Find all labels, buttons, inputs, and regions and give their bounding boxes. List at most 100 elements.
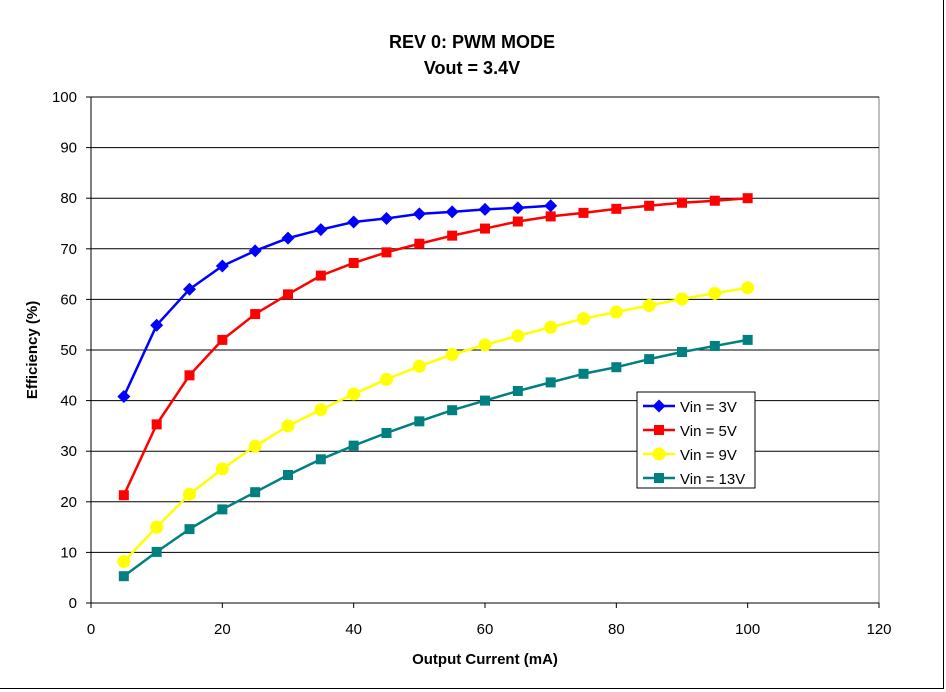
data-point-s2-11: [478, 338, 492, 352]
data-point-s2-2: [183, 487, 196, 501]
data-point-s1-14: [578, 207, 589, 218]
data-point-s1-1: [151, 419, 162, 430]
data-point-s1-16: [644, 200, 655, 211]
y-tick-label-10: 100: [52, 89, 77, 106]
data-point-s2-7: [347, 387, 361, 401]
legend-marker-0: [652, 399, 666, 413]
data-point-s3-15: [611, 362, 622, 373]
data-point-s2-5: [281, 419, 295, 433]
y-tick-label-4: 40: [60, 393, 77, 410]
data-point-s0-4: [248, 244, 262, 258]
data-point-s2-1: [150, 520, 164, 534]
data-point-s2-12: [511, 329, 525, 343]
data-point-s3-11: [480, 395, 490, 406]
x-tick-label-6: 120: [866, 621, 891, 638]
series-line-3: [123, 338, 748, 578]
chart-title: REV 0: PWM MODE: [389, 32, 555, 52]
data-point-s2-17: [675, 292, 689, 306]
data-point-s2-4: [248, 439, 262, 453]
legend-marker-1: [654, 425, 664, 435]
data-point-s1-11: [480, 223, 490, 234]
legend-marker-2: [652, 447, 666, 461]
y-tick-label-5: 50: [60, 342, 77, 359]
data-point-s3-17: [677, 347, 687, 358]
y-tick-label-8: 80: [60, 190, 77, 207]
x-tick-labels: 0 20 40 60 80 100 120: [87, 603, 892, 638]
data-point-s1-10: [447, 230, 458, 241]
series-2: [117, 281, 755, 569]
data-point-s1-0: [118, 490, 129, 501]
y-tick-label-2: 20: [60, 494, 77, 511]
legend-marker-3: [654, 473, 664, 483]
data-point-s3-8: [381, 427, 392, 438]
data-point-s1-12: [512, 216, 523, 227]
data-point-s1-15: [611, 203, 622, 214]
legend-label-3: Vin = 13V: [680, 471, 745, 488]
series-line-1: [122, 196, 748, 496]
data-point-s0-3: [215, 259, 229, 273]
x-axis-label: Output Current (mA): [412, 651, 558, 668]
y-tick-labels: 0 10 20 30 40 50 60 70 80 90 100: [52, 89, 91, 612]
y-tick-label-3: 30: [60, 443, 77, 460]
x-tick-label-4: 80: [608, 621, 625, 638]
data-point-s3-10: [447, 405, 458, 416]
data-point-s3-9: [414, 416, 425, 427]
series-1: [118, 193, 753, 501]
data-point-s3-14: [578, 368, 589, 379]
data-point-s3-4: [250, 487, 261, 498]
y-tick-label-7: 70: [60, 241, 77, 258]
x-tick-label-0: 0: [87, 621, 95, 638]
data-point-s1-4: [250, 309, 261, 320]
data-point-s3-16: [644, 354, 655, 365]
data-point-s0-9: [412, 207, 426, 221]
y-tick-label-0: 0: [69, 595, 77, 612]
data-point-s3-6: [315, 454, 326, 465]
data-point-s0-6: [314, 223, 328, 237]
data-point-s1-13: [545, 211, 556, 222]
series-0: [117, 199, 558, 404]
data-point-s2-16: [642, 298, 656, 312]
y-axis-label: Efficiency (%): [24, 301, 41, 399]
data-point-s0-5: [281, 231, 295, 245]
y-tick-label-6: 60: [60, 291, 77, 308]
chart-subtitle: Vout = 3.4V: [424, 58, 520, 78]
data-point-s3-19: [742, 334, 753, 345]
legend-label-0: Vin = 3V: [680, 399, 737, 416]
data-point-s1-17: [677, 197, 687, 208]
x-tick-label-3: 60: [477, 621, 494, 638]
data-point-s2-15: [609, 305, 623, 319]
data-point-s2-6: [314, 403, 328, 417]
data-point-s1-9: [414, 238, 425, 249]
data-point-s2-10: [445, 348, 459, 362]
series-3: [118, 334, 753, 582]
series-layer: [117, 193, 755, 582]
data-point-s3-18: [709, 340, 720, 351]
y-tick-label-1: 10: [60, 544, 77, 561]
data-point-s1-8: [381, 247, 392, 258]
data-point-s2-3: [215, 462, 229, 476]
data-point-s3-12: [512, 385, 523, 396]
data-point-s0-11: [478, 202, 492, 216]
data-point-s0-10: [445, 205, 459, 219]
data-point-s2-14: [577, 312, 590, 326]
data-point-s2-18: [708, 286, 722, 300]
data-point-s1-19: [742, 193, 753, 204]
x-tick-label-2: 40: [345, 621, 362, 638]
data-point-s0-8: [380, 211, 393, 225]
legend: Vin = 3V Vin = 5V Vin = 9V Vin = 13V: [636, 391, 756, 489]
data-point-s1-18: [709, 195, 720, 206]
x-tick-label-5: 100: [735, 621, 760, 638]
data-point-s0-0: [117, 390, 131, 404]
data-point-s3-5: [283, 469, 293, 480]
data-point-s2-9: [412, 359, 426, 373]
data-point-s0-12: [511, 201, 525, 215]
legend-label-1: Vin = 5V: [680, 423, 737, 440]
data-point-s3-2: [184, 524, 195, 535]
data-point-s1-3: [217, 334, 228, 345]
data-point-s1-2: [184, 370, 195, 381]
data-point-s0-1: [150, 318, 164, 332]
data-point-s1-6: [315, 270, 326, 281]
legend-label-2: Vin = 9V: [680, 447, 737, 464]
